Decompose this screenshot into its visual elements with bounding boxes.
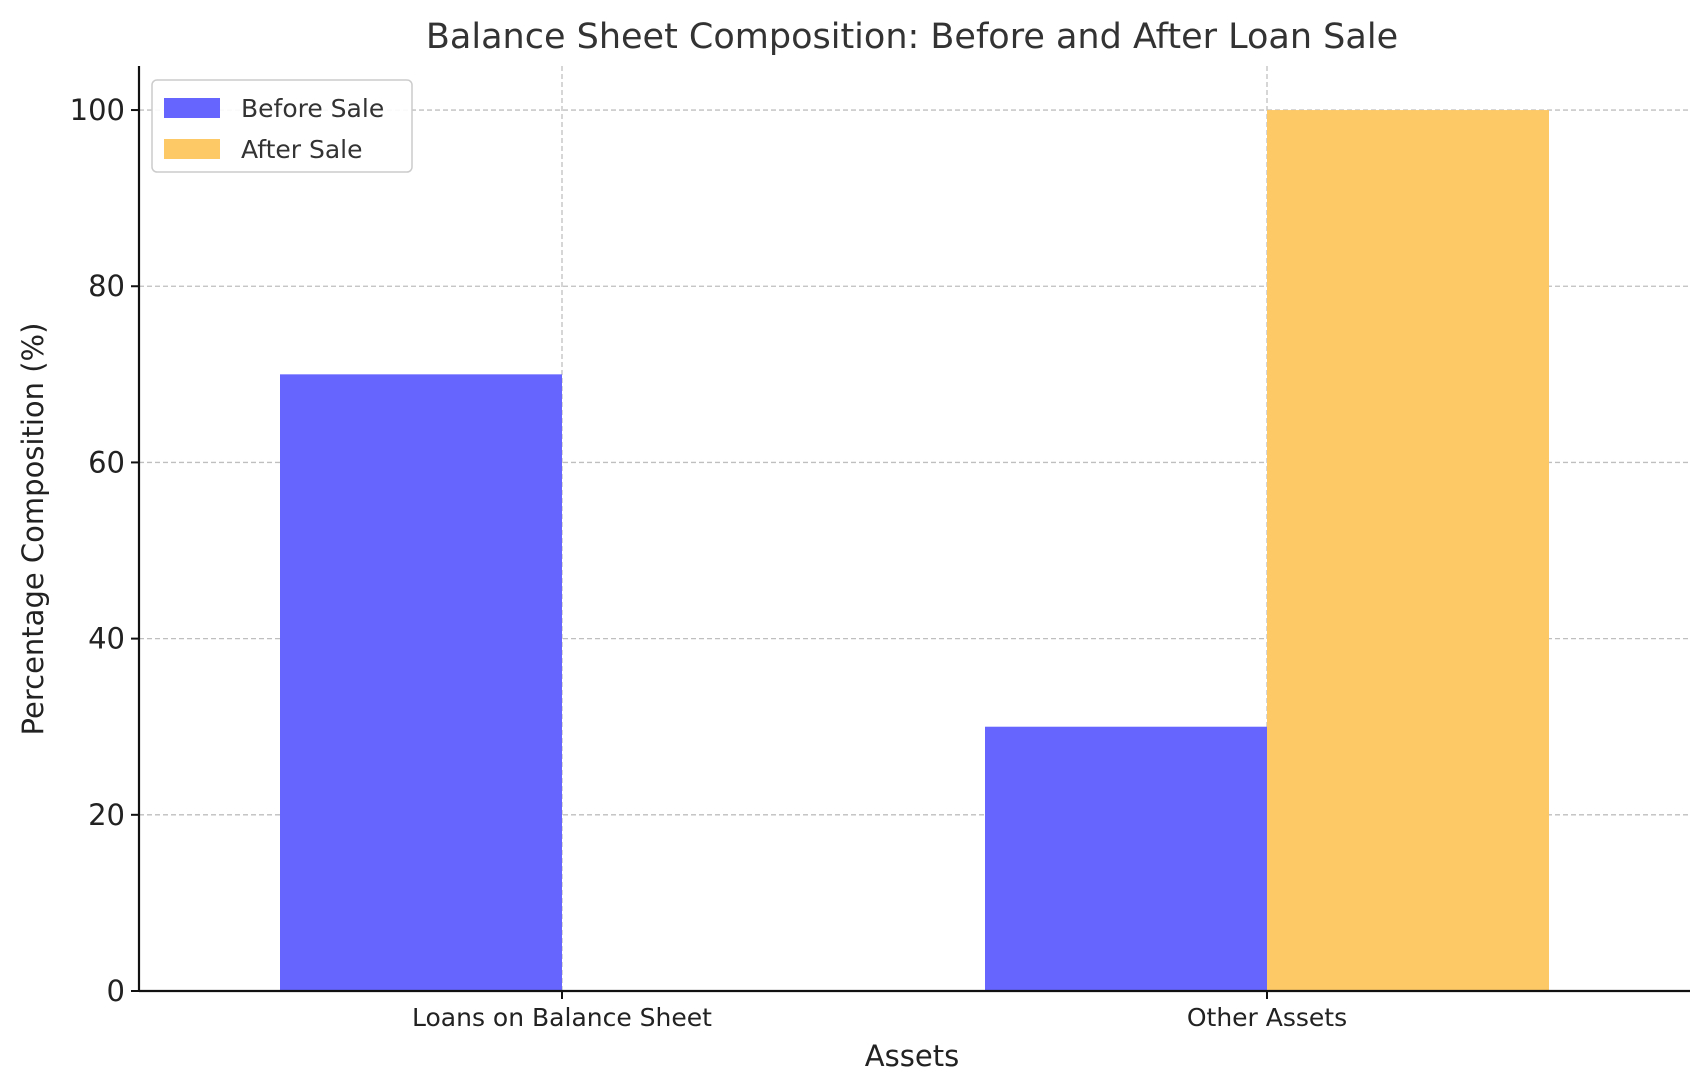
chart-title: Balance Sheet Composition: Before and Af… <box>426 17 1398 57</box>
x-axis-label: Assets <box>865 1039 959 1073</box>
bars-layer <box>280 110 1549 992</box>
y-tick-label: 60 <box>88 445 125 479</box>
legend-swatch <box>164 139 220 159</box>
legend: Before Sale After Sale <box>151 79 413 173</box>
y-tick-label: 0 <box>107 974 125 1008</box>
axes-layer <box>137 66 1690 993</box>
y-axis-label: Percentage Composition (%) <box>16 323 50 736</box>
x-tick-label: Loans on Balance Sheet <box>412 1003 712 1032</box>
bar-after-sale-1 <box>1267 110 1549 992</box>
bar-before-sale-0 <box>280 374 562 991</box>
y-tick-label: 100 <box>70 93 125 127</box>
legend-swatch <box>164 98 220 118</box>
legend-label: Before Sale <box>241 94 384 123</box>
x-tick-label: Other Assets <box>1187 1003 1347 1032</box>
ticks-layer: 0 20 40 60 80 100 Loans on Balance Sheet Other … <box>70 93 1348 1032</box>
y-tick-label: 80 <box>88 269 125 303</box>
legend-label: After Sale <box>241 135 363 164</box>
y-tick-label: 20 <box>88 798 125 832</box>
y-tick-label: 40 <box>88 622 125 656</box>
bar-before-sale-1 <box>985 726 1267 991</box>
